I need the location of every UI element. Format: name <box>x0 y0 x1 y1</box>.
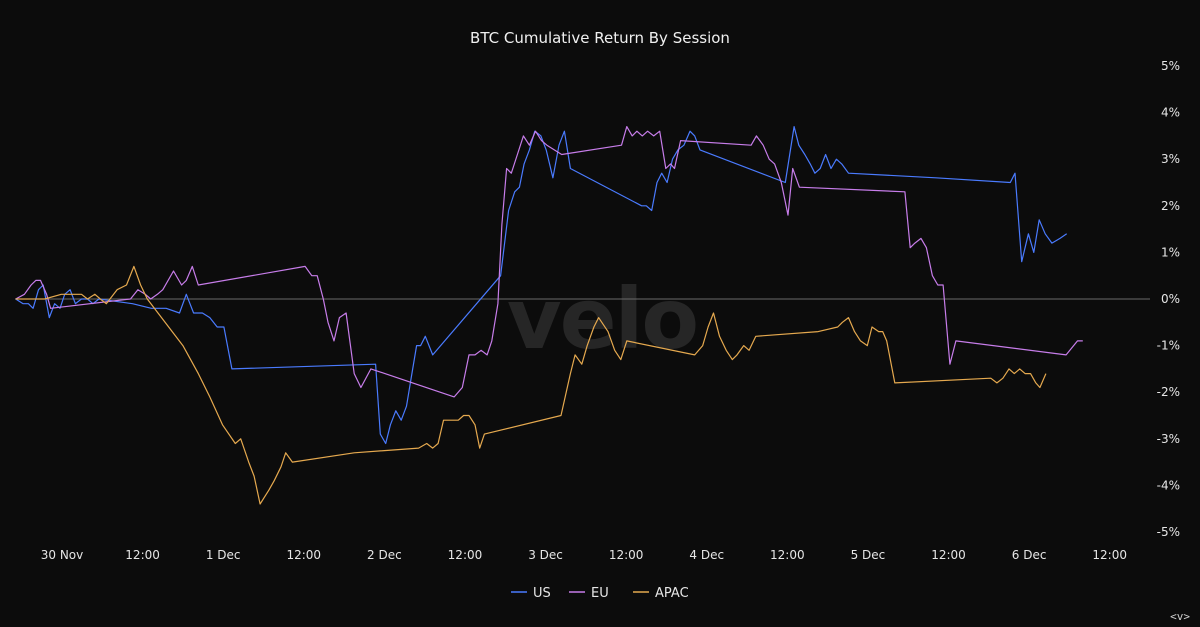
legend-item-eu[interactable]: EU <box>569 586 609 601</box>
x-tick-label: 30 Nov <box>41 548 84 562</box>
legend-label: US <box>533 586 551 601</box>
chart-title: BTC Cumulative Return By Session <box>470 29 730 47</box>
x-tick-label: 2 Dec <box>367 548 402 562</box>
expand-toggle[interactable]: <v> <box>1170 610 1190 623</box>
x-tick-label: 12:00 <box>931 548 966 562</box>
x-tick-label: 5 Dec <box>851 548 886 562</box>
y-tick-label: 0% <box>1161 292 1180 306</box>
x-tick-label: 12:00 <box>448 548 483 562</box>
y-tick-label: -4% <box>1157 478 1180 492</box>
series-line-apac <box>15 265 1047 505</box>
x-tick-label: 3 Dec <box>528 548 563 562</box>
y-tick-label: 4% <box>1161 106 1180 120</box>
series-layer <box>15 125 1083 505</box>
x-tick-label: 12:00 <box>125 548 160 562</box>
y-tick-label: 2% <box>1161 199 1180 213</box>
series-line-eu <box>15 125 1083 398</box>
legend: US EU APAC <box>511 586 689 601</box>
x-tick-label: 6 Dec <box>1012 548 1047 562</box>
y-tick-label: -5% <box>1157 525 1180 539</box>
y-tick-label: -2% <box>1157 385 1180 399</box>
legend-label: APAC <box>655 586 689 601</box>
x-tick-label: 1 Dec <box>206 548 241 562</box>
y-axis: 5% 4% 3% 2% 1% 0% -1% -2% -3% -4% -5% <box>1157 59 1180 539</box>
legend-label: EU <box>591 586 609 601</box>
legend-item-apac[interactable]: APAC <box>633 586 689 601</box>
x-tick-label: 12:00 <box>609 548 644 562</box>
x-tick-label: 12:00 <box>286 548 321 562</box>
legend-item-us[interactable]: US <box>511 586 551 601</box>
x-axis: 30 Nov 12:00 1 Dec 12:00 2 Dec 12:00 3 Dec 12:0… <box>41 548 1127 562</box>
series-line-us <box>15 125 1068 445</box>
x-tick-label: 12:00 <box>770 548 805 562</box>
y-tick-label: 3% <box>1161 152 1180 166</box>
x-tick-label: 12:00 <box>1092 548 1127 562</box>
y-tick-label: -3% <box>1157 432 1180 446</box>
watermark-logo: velo <box>507 270 697 368</box>
y-tick-label: -1% <box>1157 339 1180 353</box>
x-tick-label: 4 Dec <box>689 548 724 562</box>
y-tick-label: 1% <box>1161 245 1180 259</box>
y-tick-label: 5% <box>1161 59 1180 73</box>
